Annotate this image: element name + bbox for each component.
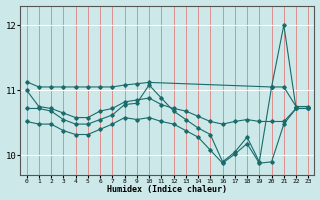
X-axis label: Humidex (Indice chaleur): Humidex (Indice chaleur) [108, 185, 228, 194]
